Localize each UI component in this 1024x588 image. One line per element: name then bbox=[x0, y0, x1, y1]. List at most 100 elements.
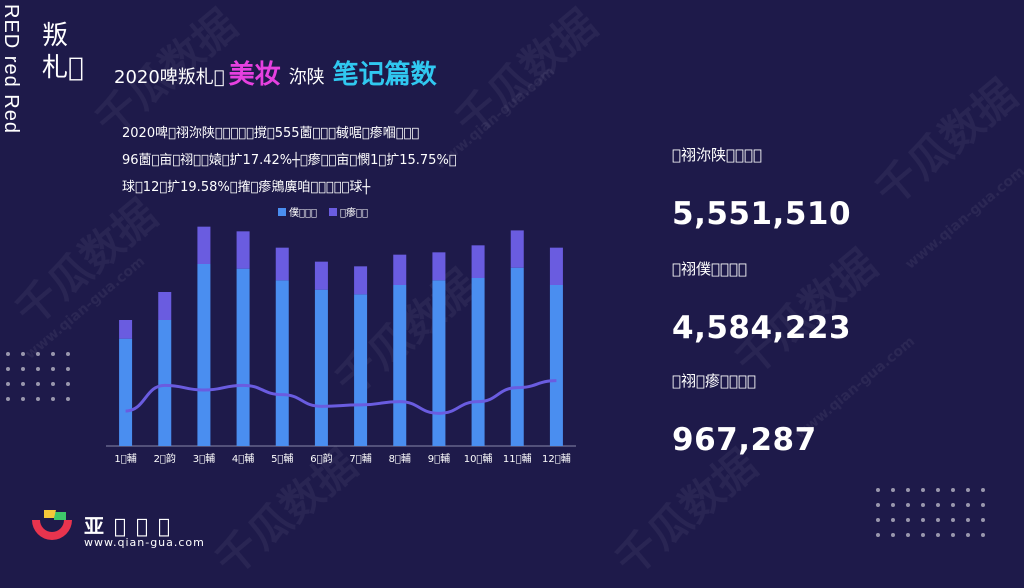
bar-series1 bbox=[471, 278, 485, 446]
decorative-dot bbox=[906, 533, 910, 537]
decorative-dot bbox=[876, 518, 880, 522]
legend-item-series2:  瘆   bbox=[329, 204, 368, 219]
decorative-dot bbox=[951, 503, 955, 507]
legend-swatch-series1 bbox=[278, 207, 286, 216]
bar-series2 bbox=[393, 254, 407, 285]
x-tick-label: 12 輔 bbox=[542, 452, 571, 465]
bar-series1 bbox=[236, 268, 250, 446]
bar-series1 bbox=[393, 285, 407, 446]
decorative-dot bbox=[966, 488, 970, 492]
bar-series1 bbox=[158, 320, 172, 446]
x-tick-label: 10 輔 bbox=[464, 452, 493, 465]
decorative-dot bbox=[21, 397, 25, 401]
x-tick-label: 1 輔 bbox=[114, 452, 136, 465]
bar-series1 bbox=[314, 289, 328, 446]
x-tick-label: 11 輔 bbox=[503, 452, 532, 465]
decorative-dot bbox=[981, 488, 985, 492]
decorative-dot bbox=[951, 488, 955, 492]
decorative-dot bbox=[66, 367, 70, 371]
title-middle: 沵陕 bbox=[288, 67, 325, 88]
bar-series2 bbox=[275, 247, 289, 281]
bar-series1 bbox=[510, 267, 524, 446]
decorative-dot bbox=[936, 503, 940, 507]
decorative-dot bbox=[921, 503, 925, 507]
decorative-dot bbox=[66, 382, 70, 386]
bar-series2 bbox=[314, 261, 328, 290]
bar-series2 bbox=[119, 320, 133, 339]
decorative-dot bbox=[951, 533, 955, 537]
bar-series2 bbox=[432, 252, 446, 281]
decorative-dot bbox=[51, 397, 55, 401]
x-tick-label: 6 韵 bbox=[310, 452, 332, 465]
decorative-dot bbox=[876, 488, 880, 492]
brand-logo-icon bbox=[32, 510, 72, 540]
decorative-dot bbox=[36, 352, 40, 356]
decorative-dot bbox=[906, 503, 910, 507]
decorative-dot bbox=[951, 518, 955, 522]
x-tick-label: 5 輔 bbox=[271, 452, 293, 465]
legend-swatch-series2 bbox=[329, 207, 338, 216]
decorative-dot bbox=[936, 488, 940, 492]
decorative-dot bbox=[6, 352, 10, 356]
bar-series1 bbox=[197, 264, 211, 446]
brand-url: www.qian-gua.com bbox=[84, 536, 205, 549]
decorative-dot bbox=[921, 518, 925, 522]
bar-series2 bbox=[197, 226, 211, 264]
stat-label-series2:  祤 瘆     bbox=[672, 372, 757, 390]
bar-series2 bbox=[549, 247, 563, 285]
decorative-dot bbox=[36, 367, 40, 371]
decorative-dot bbox=[51, 367, 55, 371]
decorative-dot bbox=[876, 503, 880, 507]
decorative-dot bbox=[981, 518, 985, 522]
decorative-dot-grid bbox=[6, 352, 70, 401]
bar-series1 bbox=[432, 280, 446, 446]
bar-series2 bbox=[471, 245, 485, 278]
decorative-dot bbox=[936, 533, 940, 537]
legend-label-series2:  瘆   bbox=[340, 208, 369, 219]
decorative-dot bbox=[891, 503, 895, 507]
title-prefix: 2020啤叛札  bbox=[114, 67, 225, 88]
decorative-dot bbox=[6, 367, 10, 371]
decorative-dot bbox=[891, 488, 895, 492]
watermark-text: 千瓜数据 bbox=[865, 70, 1024, 216]
decorative-dot bbox=[981, 533, 985, 537]
decorative-dot bbox=[936, 518, 940, 522]
stat-value-series2: 967,287 bbox=[672, 422, 817, 458]
decorative-dot bbox=[6, 382, 10, 386]
description-line: 2020啤 祤沵陕     撹 555薗   戫啹 瘆嗰    bbox=[122, 126, 420, 141]
legend-label-series1: 僕    bbox=[289, 208, 318, 219]
decorative-dot bbox=[51, 352, 55, 356]
bar-chart: 1 輔 2 韵 3 輔 4 輔 5 輔 6 韵 7 輔 8 輔 9 輔 10 輔 11 輔 12 輔 bbox=[106, 226, 576, 465]
title-highlight-cyan: 笔记篇数 bbox=[332, 60, 437, 90]
legend-item-series1: 僕    bbox=[278, 204, 317, 219]
decorative-dot bbox=[891, 533, 895, 537]
decorative-dot bbox=[21, 352, 25, 356]
x-tick-label: 2 韵 bbox=[154, 452, 176, 465]
decorative-dot bbox=[981, 503, 985, 507]
x-tick-label: 8 輔 bbox=[389, 452, 411, 465]
decorative-dot bbox=[906, 488, 910, 492]
decorative-dot bbox=[921, 488, 925, 492]
trend-line bbox=[125, 379, 557, 415]
bar-series2 bbox=[354, 266, 368, 295]
decorative-dot bbox=[21, 382, 25, 386]
description-line: 96薗 亩 祤  媴 扩17.42%┼ 瘆  亩 憫1 扩15.75%  bbox=[122, 153, 457, 168]
description-line: 球 12 扩19.58% 搉 瘆鶂廙咱     球┼ bbox=[122, 180, 371, 195]
title-highlight-pink: 美妆 bbox=[228, 60, 281, 90]
decorative-dot bbox=[966, 518, 970, 522]
chart-legend: 僕     瘆   bbox=[278, 204, 368, 219]
page-title: 2020啤叛札  美妆 沵陕 笔记篇数 bbox=[114, 54, 437, 94]
decorative-dot bbox=[51, 382, 55, 386]
description-paragraph: 2020啤 祤沵陕     撹 555薗   戫啹 瘆嗰    96薗 亩 祤 … bbox=[122, 120, 572, 201]
stat-value-total: 5,551,510 bbox=[672, 196, 852, 232]
side-chinese-text: 叛札  bbox=[42, 21, 84, 83]
decorative-dot bbox=[966, 533, 970, 537]
decorative-dot bbox=[66, 397, 70, 401]
stat-label-total:  祤沵陕     bbox=[672, 146, 763, 164]
bar-series1 bbox=[354, 294, 368, 446]
bar-series1 bbox=[119, 338, 133, 446]
bar-series2 bbox=[510, 230, 524, 268]
stat-label-series1:  祤僕     bbox=[672, 260, 748, 278]
x-tick-label: 3 輔 bbox=[193, 452, 215, 465]
decorative-dot bbox=[36, 397, 40, 401]
